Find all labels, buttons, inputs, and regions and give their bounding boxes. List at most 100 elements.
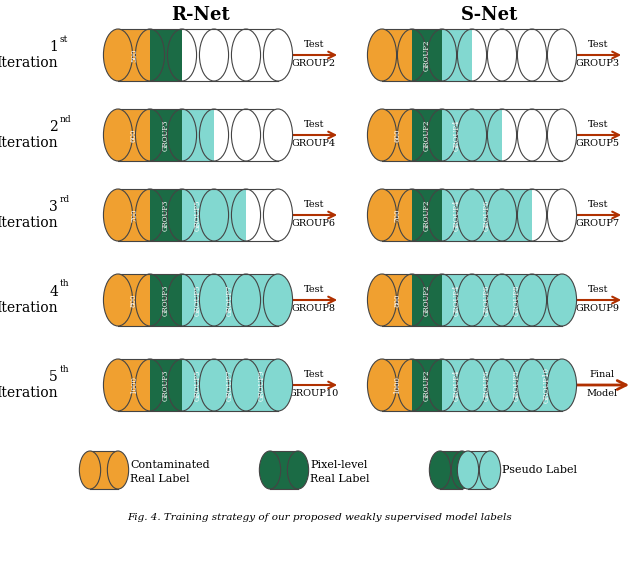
Bar	[502, 274, 532, 326]
Polygon shape	[458, 29, 472, 81]
Ellipse shape	[429, 451, 451, 489]
Text: GROUP7: GROUP7	[576, 219, 620, 228]
Polygon shape	[397, 109, 412, 161]
Text: 3: 3	[49, 200, 58, 214]
Ellipse shape	[264, 274, 292, 326]
Text: GROUP2: GROUP2	[423, 369, 431, 401]
Text: Real Label: Real Label	[130, 474, 189, 484]
Text: 800: 800	[130, 293, 138, 307]
Text: GROUP9: GROUP9	[258, 369, 266, 401]
Text: S-Net: S-Net	[461, 6, 518, 24]
Bar	[472, 359, 502, 411]
Text: th: th	[60, 280, 70, 288]
Bar	[468, 451, 490, 489]
Polygon shape	[502, 29, 516, 81]
Bar	[502, 29, 532, 81]
Bar	[246, 189, 278, 241]
Polygon shape	[168, 29, 182, 81]
Bar	[502, 109, 532, 161]
Bar	[182, 274, 214, 326]
Text: GROUP2: GROUP2	[423, 199, 431, 230]
Polygon shape	[532, 29, 547, 81]
Bar	[532, 359, 562, 411]
Polygon shape	[232, 29, 246, 81]
Polygon shape	[246, 29, 260, 81]
Polygon shape	[442, 274, 456, 326]
Polygon shape	[412, 274, 426, 326]
Text: Test: Test	[588, 285, 608, 294]
Text: GROUP8: GROUP8	[292, 304, 336, 313]
Bar	[182, 189, 214, 241]
Bar	[150, 29, 182, 81]
Polygon shape	[232, 189, 246, 241]
Polygon shape	[182, 274, 196, 326]
Polygon shape	[136, 109, 150, 161]
Polygon shape	[502, 189, 516, 241]
Text: Test: Test	[588, 40, 608, 49]
Text: st: st	[60, 35, 68, 43]
Polygon shape	[518, 29, 532, 81]
Ellipse shape	[547, 109, 577, 161]
Bar	[90, 451, 118, 489]
Bar	[246, 109, 278, 161]
Ellipse shape	[264, 29, 292, 81]
Bar	[472, 109, 502, 161]
Bar	[118, 29, 150, 81]
Text: GROUP2: GROUP2	[423, 39, 431, 71]
Bar	[270, 451, 298, 489]
Bar	[382, 359, 412, 411]
Polygon shape	[518, 189, 532, 241]
Text: GROUP5: GROUP5	[194, 284, 202, 316]
Text: GROUP5: GROUP5	[576, 139, 620, 148]
Polygon shape	[214, 274, 228, 326]
Text: 1: 1	[49, 40, 58, 54]
Text: GROUP2: GROUP2	[423, 284, 431, 316]
Text: Fig. 4. Training strategy of our proposed weakly supervised model labels: Fig. 4. Training strategy of our propose…	[127, 512, 513, 521]
Polygon shape	[502, 109, 516, 161]
Polygon shape	[488, 109, 502, 161]
Text: GROUP2: GROUP2	[423, 119, 431, 151]
Text: Test: Test	[304, 120, 324, 129]
Polygon shape	[200, 274, 214, 326]
Text: Iteration: Iteration	[0, 136, 58, 150]
Bar	[412, 189, 442, 241]
Ellipse shape	[479, 451, 500, 489]
Polygon shape	[246, 109, 260, 161]
Text: Iteration: Iteration	[0, 386, 58, 400]
Polygon shape	[488, 359, 502, 411]
Polygon shape	[397, 274, 412, 326]
Text: GROUP3: GROUP3	[162, 369, 170, 401]
Bar	[382, 29, 412, 81]
Bar	[246, 29, 278, 81]
Polygon shape	[232, 274, 246, 326]
Polygon shape	[200, 109, 214, 161]
Polygon shape	[200, 359, 214, 411]
Polygon shape	[532, 274, 547, 326]
Text: GROUP6: GROUP6	[483, 369, 491, 401]
Polygon shape	[532, 189, 547, 241]
Bar	[382, 109, 412, 161]
Text: GROUP3: GROUP3	[162, 119, 170, 151]
Bar	[150, 274, 182, 326]
Text: th: th	[60, 364, 70, 373]
Polygon shape	[150, 109, 164, 161]
Polygon shape	[472, 109, 486, 161]
Polygon shape	[518, 109, 532, 161]
Ellipse shape	[367, 109, 397, 161]
Polygon shape	[168, 109, 182, 161]
Bar	[502, 189, 532, 241]
Bar	[214, 109, 246, 161]
Text: GROUP5: GROUP5	[194, 369, 202, 401]
Text: GROUP4: GROUP4	[453, 119, 461, 151]
Polygon shape	[136, 189, 150, 241]
Polygon shape	[214, 109, 228, 161]
Polygon shape	[246, 189, 260, 241]
Ellipse shape	[264, 109, 292, 161]
Text: 600: 600	[130, 128, 138, 142]
Text: GROUP4: GROUP4	[453, 199, 461, 230]
Ellipse shape	[367, 359, 397, 411]
Ellipse shape	[547, 274, 577, 326]
Polygon shape	[458, 359, 472, 411]
Bar	[440, 451, 462, 489]
Polygon shape	[136, 359, 150, 411]
